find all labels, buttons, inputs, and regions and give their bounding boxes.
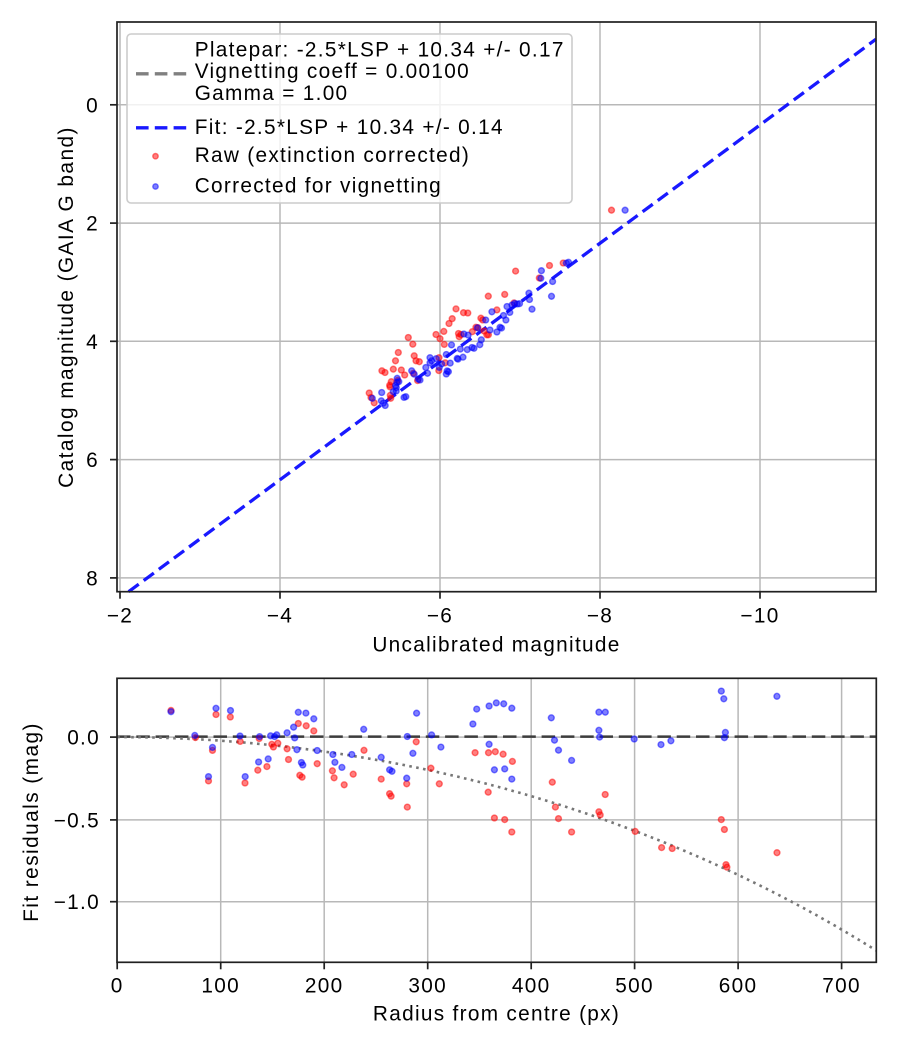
svg-text:600: 600 bbox=[719, 975, 758, 998]
svg-text:−8: −8 bbox=[587, 605, 613, 628]
svg-text:Vignetting coeff = 0.00100: Vignetting coeff = 0.00100 bbox=[195, 60, 470, 83]
svg-text:4: 4 bbox=[86, 331, 99, 354]
svg-text:0: 0 bbox=[111, 975, 124, 998]
svg-text:−2: −2 bbox=[107, 605, 133, 628]
svg-text:−4: −4 bbox=[267, 605, 293, 628]
svg-text:Fit: -2.5*LSP + 10.34 +/- 0.14: Fit: -2.5*LSP + 10.34 +/- 0.14 bbox=[195, 116, 504, 139]
svg-text:100: 100 bbox=[201, 975, 240, 998]
svg-text:2: 2 bbox=[86, 213, 99, 236]
svg-text:Fit residuals (mag): Fit residuals (mag) bbox=[20, 722, 43, 922]
svg-text:−0.5: −0.5 bbox=[54, 809, 100, 832]
svg-text:6: 6 bbox=[86, 449, 99, 472]
svg-text:500: 500 bbox=[615, 975, 654, 998]
svg-text:8: 8 bbox=[86, 567, 99, 590]
svg-text:−10: −10 bbox=[740, 605, 779, 628]
svg-text:Catalog magnitude (GAIA G band: Catalog magnitude (GAIA G band) bbox=[55, 126, 78, 488]
svg-text:700: 700 bbox=[822, 975, 861, 998]
svg-text:Gamma = 1.00: Gamma = 1.00 bbox=[195, 82, 349, 105]
svg-text:Raw (extinction corrected): Raw (extinction corrected) bbox=[195, 144, 470, 167]
svg-text:0.0: 0.0 bbox=[67, 727, 100, 750]
svg-text:300: 300 bbox=[408, 975, 447, 998]
svg-text:Uncalibrated magnitude: Uncalibrated magnitude bbox=[372, 634, 620, 657]
svg-text:Radius from centre (px): Radius from centre (px) bbox=[373, 1003, 620, 1026]
svg-text:0: 0 bbox=[86, 94, 99, 117]
svg-text:Platepar: -2.5*LSP + 10.34 +/-: Platepar: -2.5*LSP + 10.34 +/- 0.17 bbox=[195, 38, 565, 61]
svg-text:Corrected for vignetting: Corrected for vignetting bbox=[195, 174, 442, 197]
svg-text:400: 400 bbox=[512, 975, 551, 998]
svg-text:−1.0: −1.0 bbox=[54, 891, 100, 914]
svg-text:−6: −6 bbox=[427, 605, 453, 628]
svg-text:200: 200 bbox=[305, 975, 344, 998]
